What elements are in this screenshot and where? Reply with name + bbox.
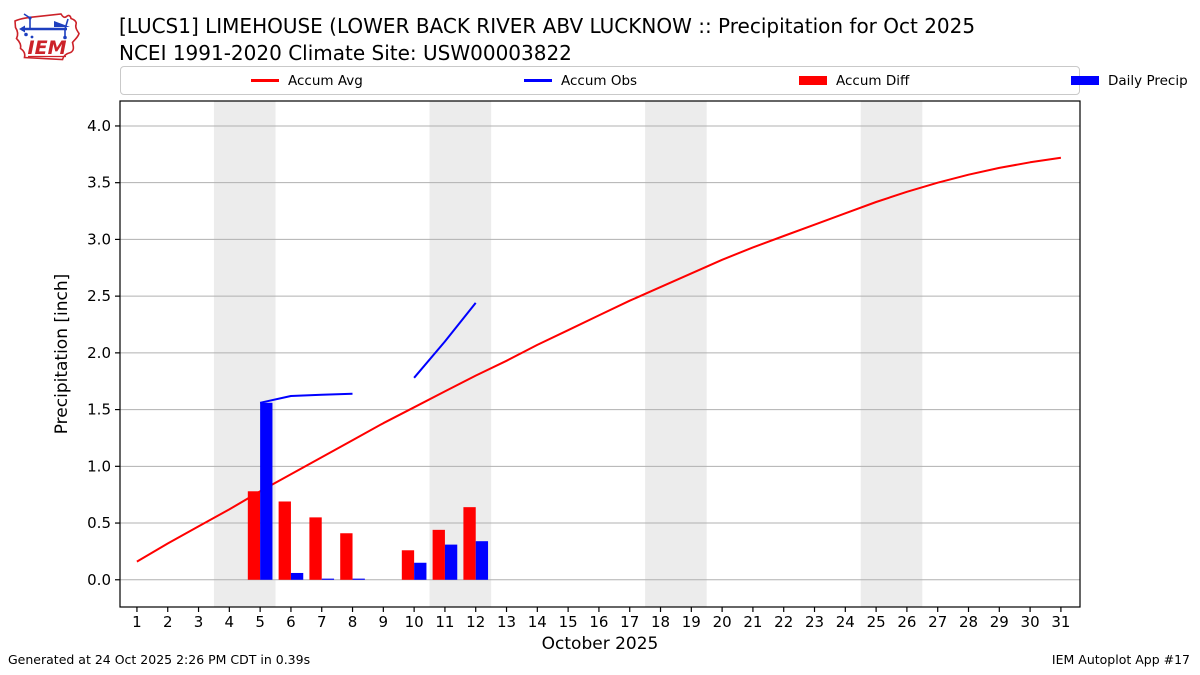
daily-precip-bar [260,402,273,580]
x-tick-label: 28 [959,613,978,631]
x-tick-label: 7 [317,613,327,631]
weather-vane-icon [19,13,70,40]
daily-precip-bar [475,541,489,580]
accum-diff-bar [309,517,322,580]
app-credit: IEM Autoplot App #17 [1051,652,1190,667]
y-tick-label: 3.5 [87,174,111,192]
accum-diff-bar [401,550,415,580]
y-tick-label: 0.0 [87,571,111,589]
x-tick-label: 8 [348,613,358,631]
x-tick-label: 19 [682,613,701,631]
accum-avg-line [136,156,1062,563]
x-tick-label: 13 [497,613,516,631]
daily-precip-bar [352,578,365,580]
daily-precip-bar [290,572,304,580]
x-tick-label: 21 [743,613,762,631]
x-tick-label: 2 [163,613,173,631]
chart-subtitle: NCEI 1991-2020 Climate Site: USW00003822 [119,41,572,65]
legend-label: Accum Avg [288,72,363,89]
accum-diff-bar [278,501,291,580]
accum-diff-bars [247,491,476,580]
x-tick-label: 11 [435,613,454,631]
y-tick-label: 1.5 [87,401,111,419]
x-tick-label: 29 [990,613,1009,631]
x-tick-label: 12 [466,613,485,631]
x-tick-label: 4 [225,613,235,631]
y-axis-label: Precipitation [inch] [52,273,72,435]
legend-item-accum-diff: Accum Diff [799,67,909,94]
accum-obs-line [259,302,477,404]
accum-diff-bar [247,491,261,580]
accum-diff-bar [432,529,445,580]
x-tick-label: 25 [867,613,886,631]
logo-iem-text: IEM [28,37,67,59]
x-tick-label: 30 [1021,613,1040,631]
iem-logo: IEM [14,13,80,61]
x-tick-label: 14 [528,613,547,631]
x-tick-label: 15 [559,613,578,631]
y-tick-label: 1.0 [87,457,111,475]
legend-item-daily-precip: Daily Precip [1071,67,1188,94]
legend-label: Accum Obs [561,72,638,89]
x-tick-label: 24 [836,613,855,631]
y-tick-label: 2.0 [87,344,111,362]
x-tick-label: 16 [589,613,608,631]
x-tick-label: 26 [897,613,916,631]
x-axis-label: October 2025 [541,634,659,654]
x-tick-label: 27 [928,613,947,631]
daily-precip-bar [414,562,427,580]
x-tick-label: 5 [255,613,265,631]
x-tick-label: 31 [1051,613,1070,631]
legend-item-accum-avg: Accum Avg [251,67,363,94]
y-tick-label: 2.5 [87,287,111,305]
x-tick-label: 1 [132,613,142,631]
weekend-band [860,101,923,607]
legend-label: Daily Precip [1108,72,1188,89]
x-tick-label: 6 [286,613,296,631]
chart-legend: Accum Avg Accum Obs Accum Diff Daily Precip [120,66,1188,95]
chart-title: [LUCS1] LIMEHOUSE (LOWER BACK RIVER ABV … [119,14,976,38]
plot-frame [119,100,1081,608]
legend-label: Accum Diff [836,72,910,89]
accum-obs-swatch [524,79,552,82]
daily-precip-swatch [1071,76,1099,85]
generated-timestamp: Generated at 24 Oct 2025 2:26 PM CDT in … [8,652,311,667]
x-tick-label: 22 [774,613,793,631]
y-tick-label: 3.0 [87,230,111,248]
accum-diff-bar [463,507,476,580]
accum-avg-swatch [251,79,279,82]
y-tick-label: 4.0 [87,117,111,135]
title-block: [LUCS1] LIMEHOUSE (LOWER BACK RIVER ABV … [119,13,975,67]
weekend-band [645,101,707,607]
daily-precip-bar [444,544,458,580]
daily-precip-bar [321,578,335,580]
x-tick-label: 20 [713,613,732,631]
legend-item-accum-obs: Accum Obs [524,67,637,94]
y-tick-label: 0.5 [87,514,111,532]
accum-diff-swatch [799,76,827,85]
x-tick-label: 18 [651,613,670,631]
accum-diff-bar [340,533,353,580]
x-tick-label: 17 [620,613,639,631]
x-tick-label: 23 [805,613,824,631]
x-tick-label: 10 [405,613,424,631]
daily-precip-bars [260,402,489,580]
x-tick-label: 3 [194,613,204,631]
x-tick-label: 9 [379,613,389,631]
